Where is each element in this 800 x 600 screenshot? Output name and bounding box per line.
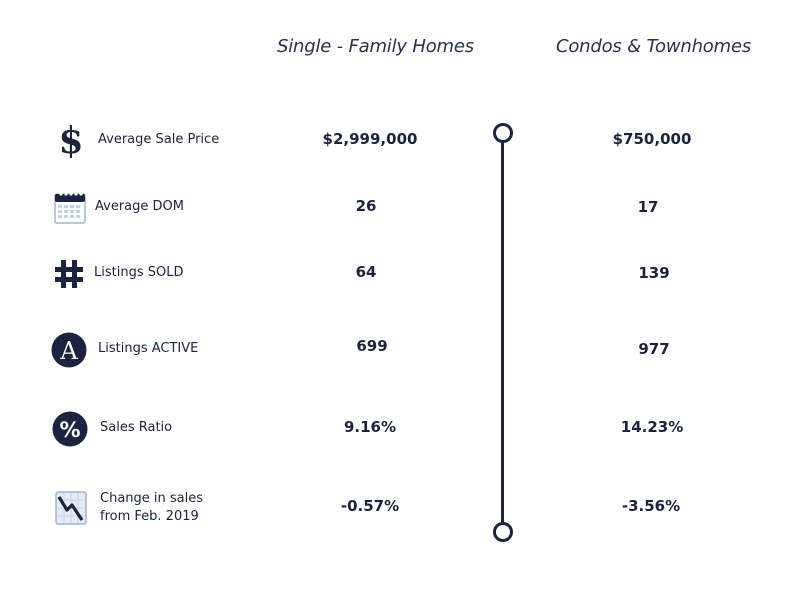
svg-text:%: % [59,418,80,442]
dollar-sign-icon: $ [58,120,84,162]
label-average-sale-price: Average Sale Price [98,132,220,147]
letter-a-circle-icon: A [51,332,87,368]
single-average-sale-price: $2,999,000 [322,130,418,148]
header-single-family: Single - Family Homes [277,36,474,57]
single-listings-sold: 64 [355,263,377,281]
header-condos-townhomes: Condos & Townhomes [556,36,752,57]
label-change-in-sales: Change in sales from Feb. 2019 [100,490,203,526]
condo-listings-sold: 139 [638,264,670,282]
divider-bottom-node [493,522,513,542]
column-divider-line [501,141,504,523]
divider-top-node [493,123,513,143]
condo-average-dom: 17 [637,198,659,216]
condo-change-in-sales: -3.56% [621,497,681,515]
label-average-dom: Average DOM [95,199,184,214]
svg-text:$: $ [58,122,83,158]
condo-sales-ratio: 14.23% [620,418,684,436]
hashtag-icon [54,259,84,289]
single-average-dom: 26 [355,197,377,215]
label-listings-active: Listings ACTIVE [98,341,199,356]
calendar-icon [54,190,86,224]
condo-average-sale-price: $750,000 [612,130,692,148]
label-change-in-sales-line1: Change in sales [100,491,204,506]
declining-chart-icon [55,491,87,525]
label-sales-ratio: Sales Ratio [100,420,173,435]
single-sales-ratio: 9.16% [343,418,397,436]
svg-text:A: A [59,337,78,365]
single-change-in-sales: -0.57% [340,497,400,515]
single-listings-active: 699 [356,337,388,355]
condo-listings-active: 977 [638,340,670,358]
label-change-in-sales-line2: from Feb. 2019 [100,509,199,524]
percent-circle-icon: % [52,411,88,447]
label-listings-sold: Listings SOLD [94,265,184,280]
